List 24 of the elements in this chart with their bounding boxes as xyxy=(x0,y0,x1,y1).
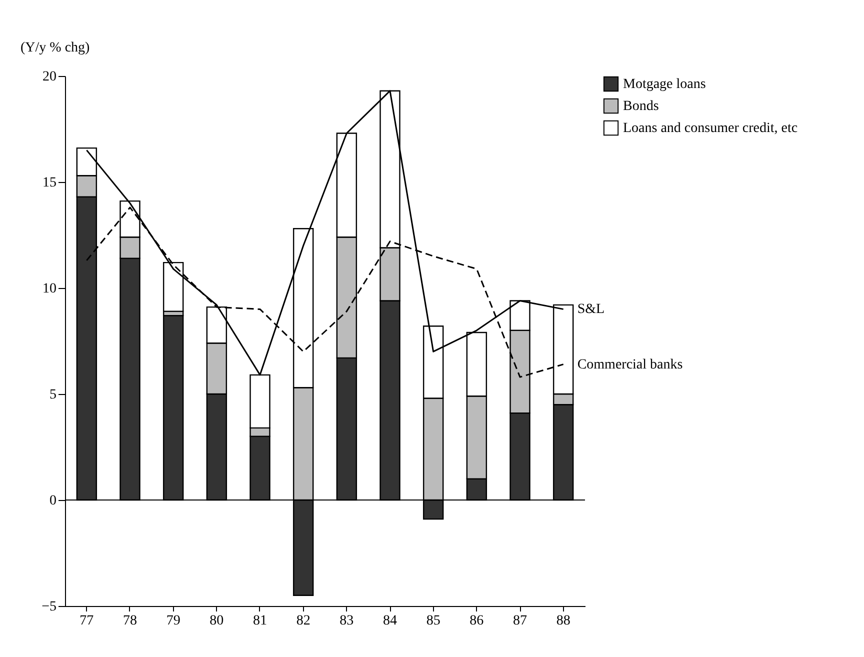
y-tick-label: 15 xyxy=(42,176,56,190)
x-tick-label: 78 xyxy=(123,614,137,628)
x-tick-label: 85 xyxy=(426,614,440,628)
series-label: Commercial banks xyxy=(577,357,683,372)
y-tick-label: 0 xyxy=(50,494,56,508)
y-tick-label: 5 xyxy=(50,388,56,402)
x-tick-label: 81 xyxy=(253,614,267,628)
y-tick-label: −5 xyxy=(42,600,56,614)
y-axis-title: (Y/y % chg) xyxy=(20,40,90,56)
x-tick-label: 86 xyxy=(470,614,484,628)
x-tick-label: 77 xyxy=(80,614,94,628)
y-tick-label: 20 xyxy=(42,70,56,84)
x-tick-label: 87 xyxy=(513,614,527,628)
legend-label: Bonds xyxy=(623,99,659,114)
x-tick-label: 80 xyxy=(210,614,224,628)
series-label: S&L xyxy=(577,302,605,318)
x-tick-label: 79 xyxy=(166,614,180,628)
x-tick-label: 83 xyxy=(340,614,354,628)
x-tick-label: 84 xyxy=(383,614,397,628)
legend-label: Loans and consumer credit, etc xyxy=(623,121,798,136)
y-tick-label: 10 xyxy=(42,282,56,296)
x-tick-label: 88 xyxy=(556,614,570,628)
legend-label: Motgage loans xyxy=(623,77,706,92)
x-tick-label: 82 xyxy=(296,614,310,628)
